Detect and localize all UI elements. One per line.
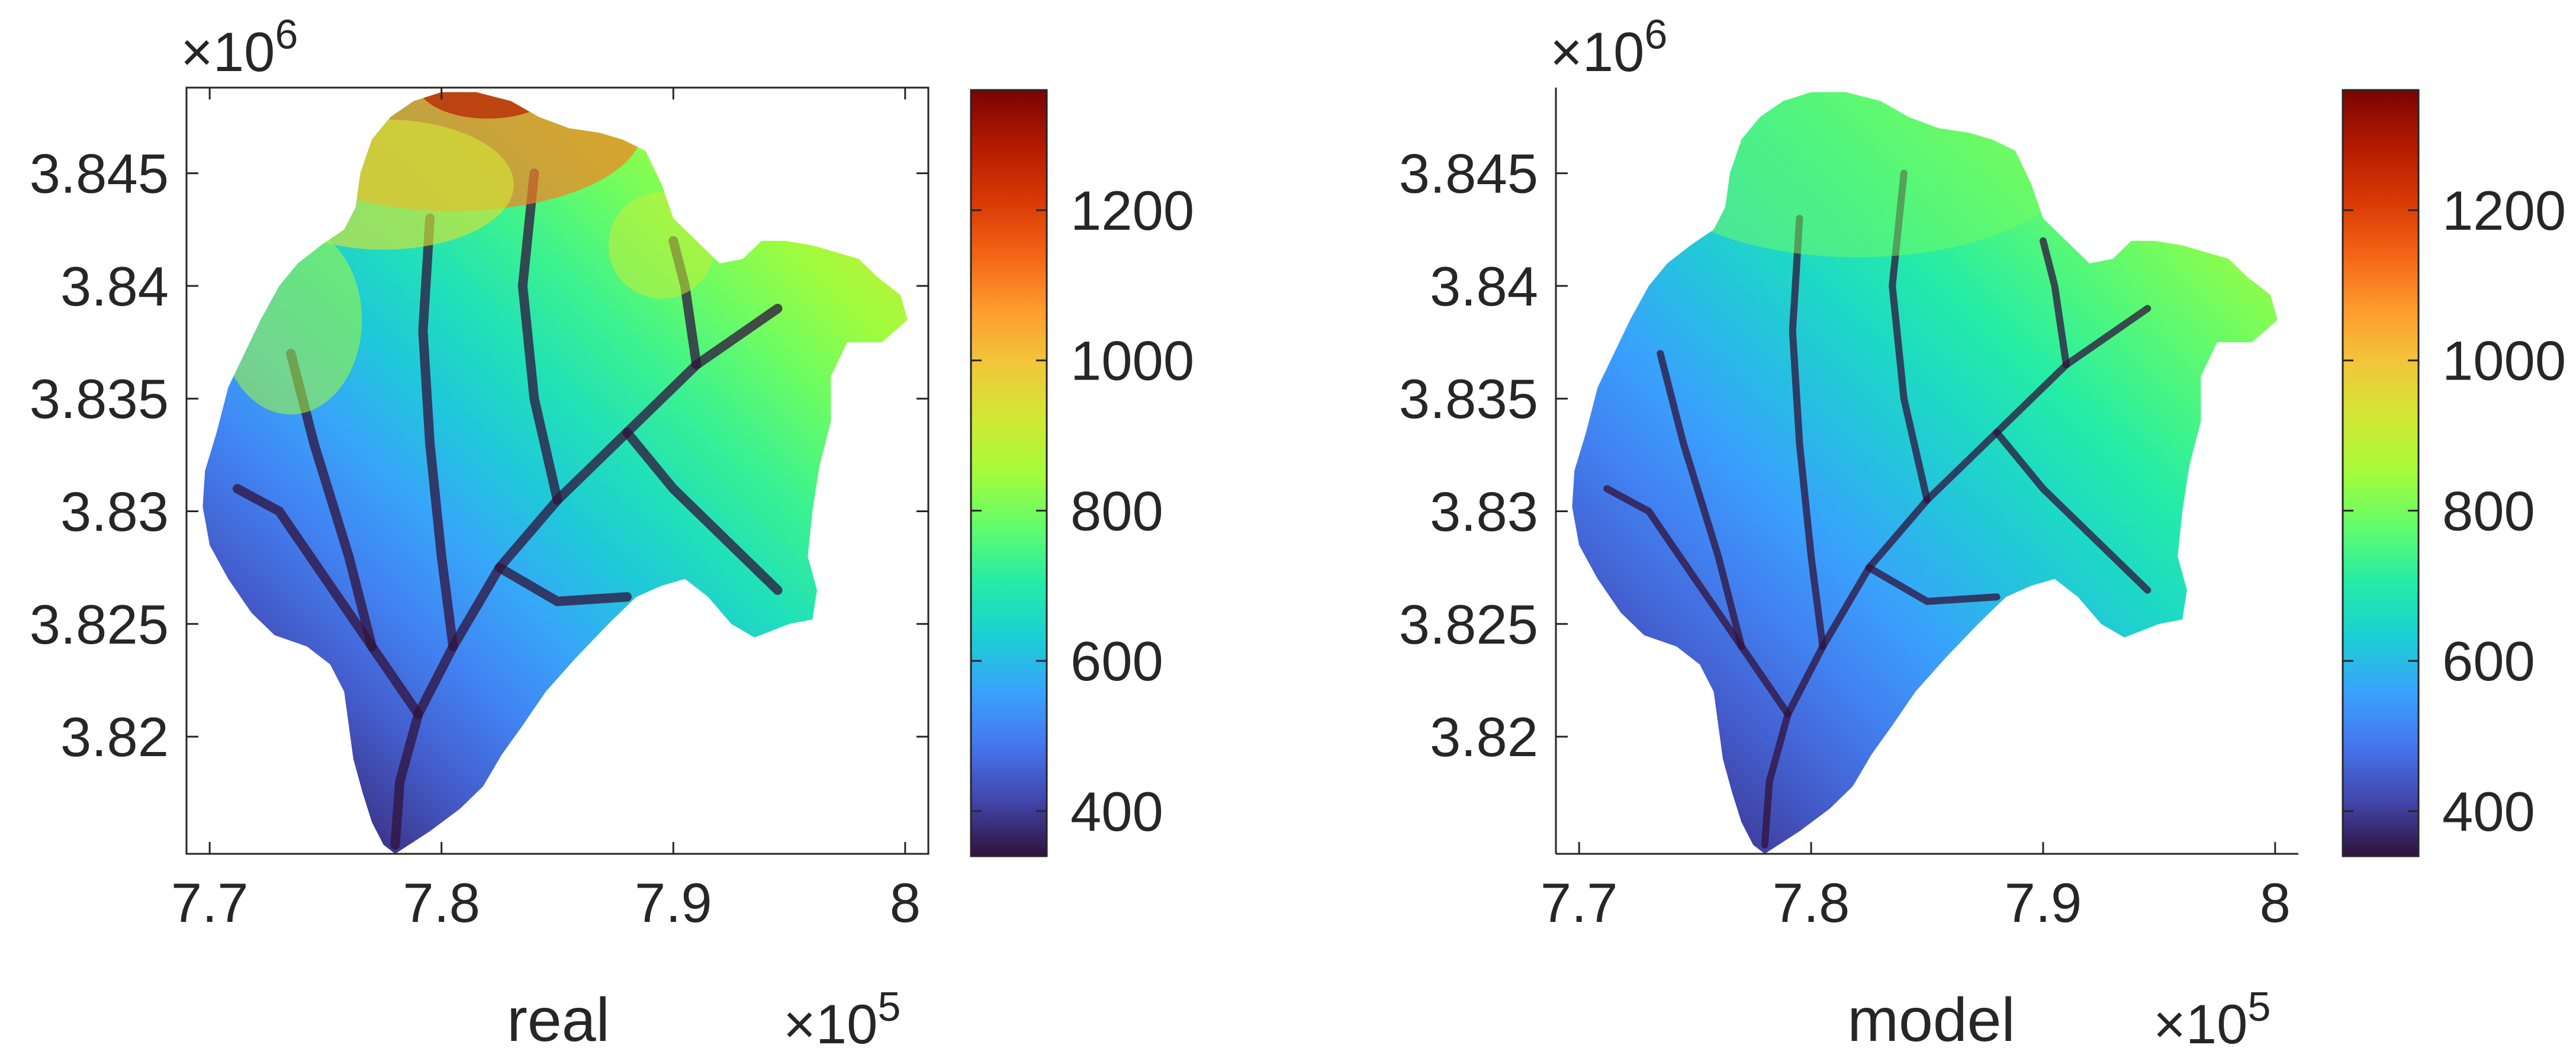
y-tick-label: 3.845 xyxy=(30,143,169,205)
colorbar-tick-label: 800 xyxy=(2442,480,2535,542)
river-line xyxy=(1657,350,1745,650)
upland-patch xyxy=(1632,92,2083,258)
exponent-power: 5 xyxy=(877,983,901,1030)
exponent-base: ×10 xyxy=(1550,21,1644,83)
y-axis-real: 3.82 3.825 3.83 3.835 3.84 3.845 xyxy=(30,143,928,768)
colorbar-model: 400 600 800 1000 1200 xyxy=(2342,89,2566,857)
terrain-map-model xyxy=(1572,92,2278,854)
colorbar-ramp xyxy=(2342,89,2420,857)
y-tick-label: 3.82 xyxy=(1430,706,1538,768)
axes-frame xyxy=(185,86,930,855)
exponent-text: ×105 xyxy=(2153,983,2271,1051)
exponent-power: 6 xyxy=(1644,11,1667,57)
exponent-base: ×10 xyxy=(783,993,877,1051)
river-line xyxy=(1603,485,1792,718)
ridge-patch xyxy=(253,119,514,250)
x-axis-model: 7.7 7.8 7.9 8 xyxy=(1541,842,2291,934)
colorbar-ramp xyxy=(970,89,1048,857)
x-exponent-model: ×105 xyxy=(2153,983,2271,1051)
exponent-text: ×106 xyxy=(181,11,298,83)
ridge-patch xyxy=(608,192,715,299)
x-axis-real: 7.7 7.8 7.9 8 xyxy=(171,88,921,934)
exponent-base: ×10 xyxy=(2153,993,2247,1051)
y-axis-model: 3.82 3.825 3.83 3.835 3.84 3.845 xyxy=(1399,143,1568,768)
colorbar-tick-label: 1200 xyxy=(2442,179,2566,242)
panel-real: 7.7 7.8 7.9 8 3.82 3.825 3.83 3.835 3.84 3.845 r… xyxy=(30,11,1194,1051)
x-tick-label: 7.8 xyxy=(1773,872,1850,934)
river-line xyxy=(1993,429,2152,594)
y-tick-label: 3.83 xyxy=(60,481,169,543)
x-tick-label: 7.9 xyxy=(635,872,712,934)
colorbar-tick-label: 400 xyxy=(1070,780,1163,843)
river-line xyxy=(233,484,423,719)
exponent-power: 6 xyxy=(275,11,298,57)
y-exponent-real: ×106 xyxy=(181,11,298,83)
river-line xyxy=(2039,237,2070,369)
y-tick-label: 3.835 xyxy=(1399,368,1538,430)
terrain-map-real xyxy=(202,92,908,854)
ridge-patch xyxy=(220,225,362,415)
ridge-patch xyxy=(417,92,559,119)
y-tick-label: 3.83 xyxy=(1430,481,1538,543)
x-exponent-real: ×105 xyxy=(783,983,901,1051)
y-tick-label: 3.845 xyxy=(1399,143,1538,205)
river-line xyxy=(1789,214,1826,650)
y-tick-label: 3.825 xyxy=(30,593,169,655)
river-line xyxy=(622,428,783,595)
y-exponent-model: ×106 xyxy=(1550,11,1667,83)
x-tick-label: 7.8 xyxy=(403,872,480,934)
plot-box-real xyxy=(185,86,930,855)
colorbar-tick-label: 400 xyxy=(2442,780,2535,843)
colorbar-real: 400 600 800 1000 1200 xyxy=(970,89,1194,857)
exponent-power: 5 xyxy=(2247,983,2271,1030)
x-tick-label: 7.7 xyxy=(171,872,249,934)
y-tick-label: 3.825 xyxy=(1399,593,1538,655)
y-tick-label: 3.835 xyxy=(30,368,169,430)
y-tick-label: 3.84 xyxy=(60,255,169,317)
terrain-surface xyxy=(1572,92,2278,854)
y-tick-label: 3.82 xyxy=(60,706,169,768)
panel-model: 7.7 7.8 7.9 8 3.82 3.825 3.83 3.835 3.84 3.845 m… xyxy=(1399,11,2566,1051)
x-tick-label: 7.9 xyxy=(2005,872,2082,934)
exponent-base: ×10 xyxy=(181,21,275,83)
x-tick-label: 7.7 xyxy=(1541,872,1618,934)
river-line xyxy=(1866,564,2001,605)
exponent-text: ×106 xyxy=(1550,11,1667,83)
exponent-text: ×105 xyxy=(783,983,901,1051)
y-tick-label: 3.84 xyxy=(1430,255,1538,317)
x-tick-label: 8 xyxy=(2260,872,2291,934)
river-line xyxy=(494,563,632,606)
colorbar-tick-label: 1200 xyxy=(1070,179,1194,242)
x-axis-label-real: real xyxy=(507,986,609,1051)
river-line xyxy=(517,168,562,505)
x-tick-label: 8 xyxy=(890,872,921,934)
upland-shade xyxy=(1632,92,2083,258)
colorbar-tick-label: 1000 xyxy=(2442,330,2566,392)
colorbar-tick-label: 600 xyxy=(1070,630,1163,692)
plot-box-model xyxy=(1555,88,2298,855)
river-network xyxy=(1603,169,2152,848)
colorbar-tick-label: 800 xyxy=(1070,480,1163,542)
colorbar-tick-label: 600 xyxy=(2442,630,2535,692)
x-axis-label-model: model xyxy=(1847,986,2015,1051)
colorbar-tick-label: 1000 xyxy=(1070,330,1194,392)
river-network xyxy=(233,168,783,850)
river-line xyxy=(418,213,458,651)
